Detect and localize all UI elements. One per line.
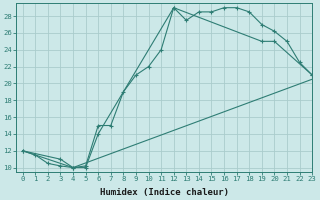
- X-axis label: Humidex (Indice chaleur): Humidex (Indice chaleur): [100, 188, 229, 197]
